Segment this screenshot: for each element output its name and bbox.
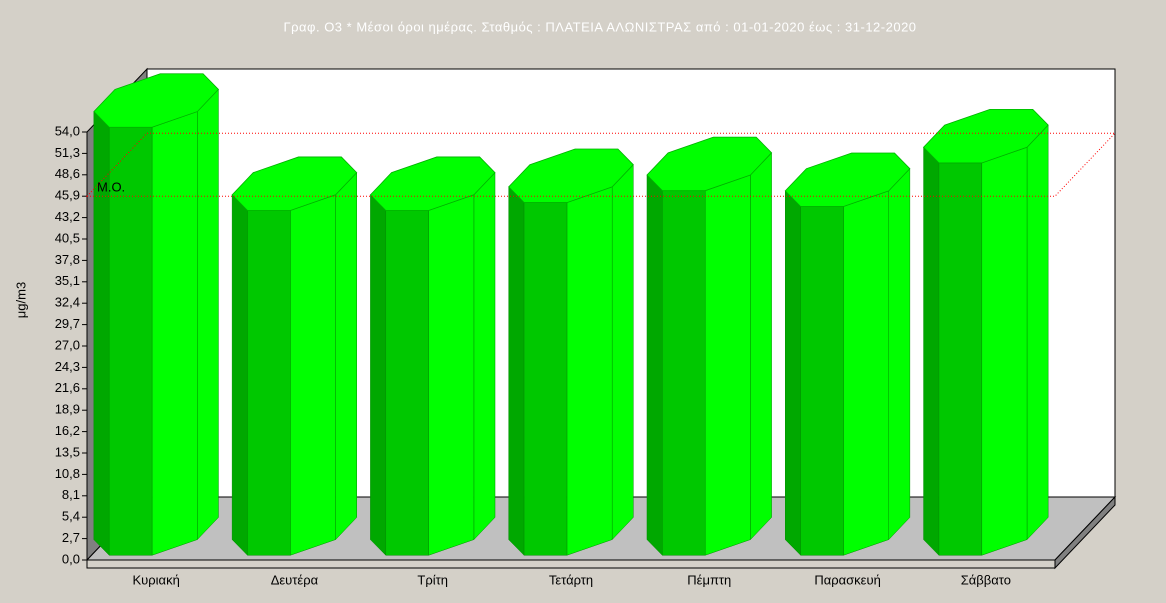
x-tick-label: Δευτέρα: [271, 572, 319, 587]
x-tick-label: Κυριακή: [132, 572, 179, 587]
y-tick-label: 24,3: [55, 359, 80, 374]
bar-face: [938, 162, 983, 556]
bar-top: [93, 73, 219, 128]
y-tick-label: 54,0: [55, 123, 80, 138]
bar-face: [800, 206, 844, 556]
floor-edge: [86, 559, 1056, 569]
bar-face: [750, 152, 772, 541]
y-axis-label: μg/m3: [13, 282, 28, 318]
bar-face: [662, 190, 706, 556]
bar: [93, 73, 219, 556]
mean-line: [85, 132, 1117, 197]
bar-face: [335, 172, 357, 541]
y-tick-label: 37,8: [55, 252, 80, 267]
bar: [784, 152, 911, 556]
y-tick-label: 51,3: [55, 145, 80, 160]
y-tick-label: 35,1: [55, 273, 80, 288]
bar-face: [197, 88, 219, 541]
y-tick-label: 45,9: [55, 188, 80, 203]
chart-title: Γραφ. Ο3 * Μέσοι όροι ημέρας. Σταθμός : …: [283, 19, 916, 34]
y-tick-label: 32,4: [55, 295, 80, 310]
bar-face: [888, 168, 911, 541]
x-tick-label: Τρίτη: [417, 572, 448, 587]
y-tick-label: 10,8: [55, 466, 80, 481]
bar: [508, 148, 634, 556]
bar: [646, 136, 773, 556]
y-tick-label: 48,6: [55, 166, 80, 181]
bar-face: [981, 146, 1028, 556]
bar-top: [508, 148, 634, 203]
bar-face: [247, 210, 291, 556]
bar-face: [473, 172, 496, 541]
y-tick-label: 0,0: [62, 551, 80, 566]
bar-face: [843, 190, 889, 556]
bar-face: [1026, 124, 1049, 541]
y-tick-label: 21,6: [55, 380, 80, 395]
mean-label: Μ.Ο.: [97, 180, 125, 195]
bar-face: [566, 186, 613, 556]
bar-face: [646, 174, 663, 556]
y-tick-label: 5,4: [62, 509, 80, 524]
bar-face: [290, 194, 336, 556]
y-tick-label: 43,2: [55, 209, 80, 224]
bar-top: [646, 136, 773, 192]
bar: [923, 108, 1049, 556]
x-tick-label: Παρασκευή: [814, 572, 880, 587]
bar-top: [923, 108, 1049, 164]
bar: [369, 156, 496, 556]
bar-top: [231, 156, 358, 211]
bar: [231, 156, 358, 556]
bar-face: [231, 194, 248, 556]
y-tick-label: 16,2: [55, 423, 80, 438]
bar-face: [428, 194, 475, 556]
y-tick-label: 13,5: [55, 444, 80, 459]
y-tick-label: 18,9: [55, 402, 80, 417]
bar-face: [923, 146, 940, 556]
bar-face: [93, 110, 110, 556]
y-tick-label: 29,7: [55, 316, 80, 331]
bar-face: [523, 202, 568, 556]
bar-face: [611, 164, 634, 541]
y-tick-label: 40,5: [55, 230, 80, 245]
x-tick-label: Τετάρτη: [549, 572, 593, 587]
bar-face: [370, 194, 387, 556]
bar-face: [508, 186, 525, 556]
bar-face: [785, 190, 801, 556]
x-tick-label: Σάββατο: [961, 572, 1011, 587]
y-tick-label: 27,0: [55, 337, 80, 352]
y-tick-label: 2,7: [62, 530, 80, 545]
bar-face: [385, 210, 429, 556]
bar-face: [704, 174, 751, 556]
x-tick-label: Πέμπτη: [687, 572, 731, 587]
bar-top: [369, 156, 496, 211]
y-tick-label: 8,1: [62, 487, 80, 502]
floor-side: [1054, 495, 1116, 570]
bar-face: [151, 111, 198, 556]
